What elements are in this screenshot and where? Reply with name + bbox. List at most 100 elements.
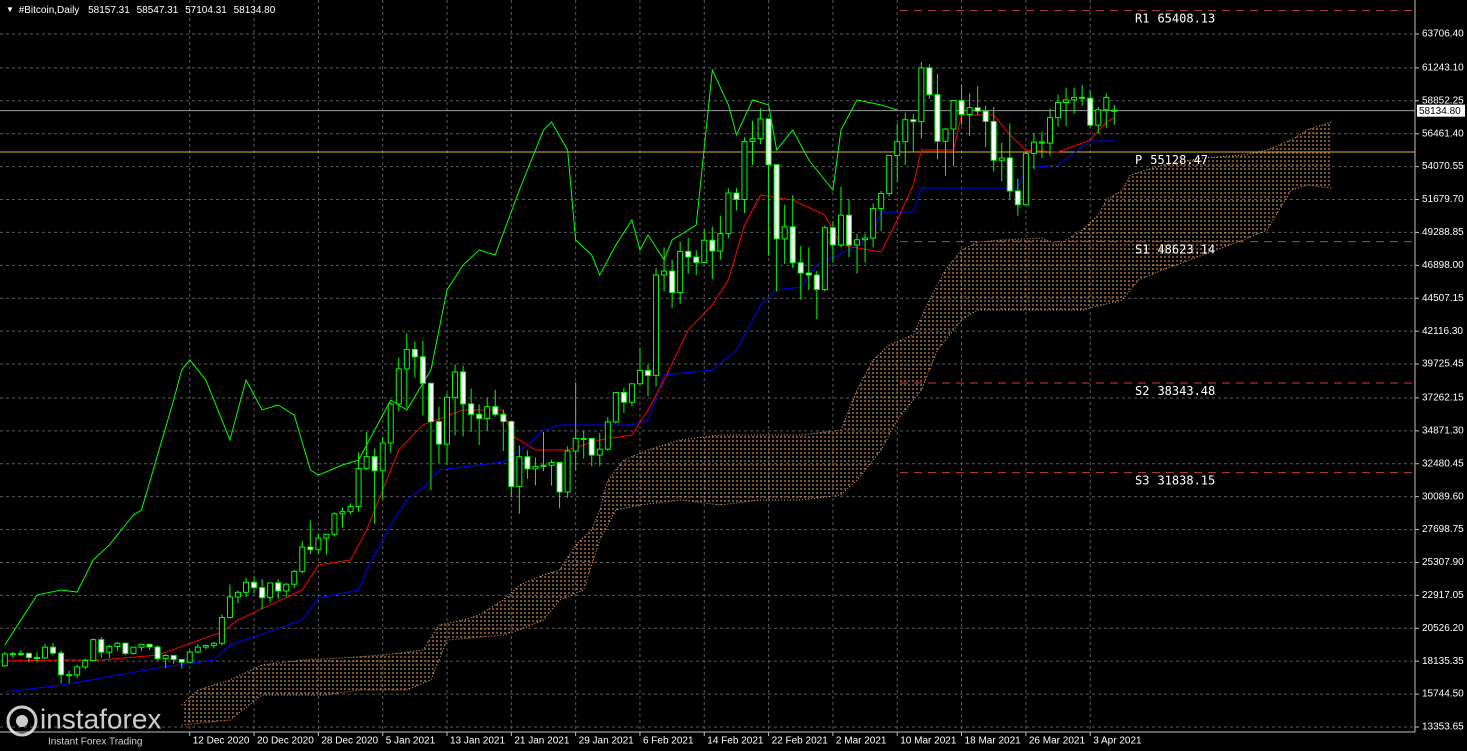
candle-body [9,653,16,656]
candle-body [17,652,24,655]
plot-area [0,10,1415,726]
y-tick-label: 46898.00 [1422,260,1464,271]
candle-body [146,643,153,648]
pivot-name: P [1135,153,1142,167]
candle-body [218,616,225,644]
candle-body [620,391,627,403]
candle-body [315,537,322,551]
candle-body [508,421,515,487]
candle-body [548,462,555,466]
candle-body [685,250,692,258]
candle-body [323,533,330,539]
candle-body [942,128,949,142]
candle-body [1095,109,1102,126]
candle-body [210,642,217,647]
candle-body [1071,96,1078,101]
candle-body [717,233,724,252]
candle-body [701,239,708,264]
candle-body [106,646,113,653]
x-tick-label: 28 Dec 2020 [321,736,378,747]
logo-dot [16,715,28,727]
candle-body [572,437,579,452]
open-value: 58157.31 [88,5,130,16]
candle-body [444,396,451,445]
x-tick-label: 18 Mar 2021 [965,736,1022,747]
candle-body [693,256,700,264]
candle-body [829,227,836,246]
y-tick-label: 54070.55 [1422,161,1464,172]
candle-body [596,448,603,456]
candle-body [741,141,748,201]
x-tick-label: 6 Feb 2021 [643,736,694,747]
y-tick-label: 22917.05 [1422,590,1464,601]
x-tick-label: 22 Feb 2021 [772,736,829,747]
x-tick-label: 13 Jan 2021 [450,736,505,747]
candle-body [178,658,185,663]
candle-body [33,657,40,660]
candle-body [98,639,105,653]
candle-body [998,157,1005,161]
candle-body [339,511,346,515]
candle-body [1079,96,1086,99]
candle-body [74,666,81,676]
candle-body [42,646,49,659]
candle-body [427,382,434,423]
y-tick-label: 56461.40 [1422,128,1464,139]
candle-body [1022,152,1029,206]
y-tick-label: 20526.20 [1422,623,1464,634]
pivot-label: S2 38343.48 [1135,384,1215,398]
pivot-label: S1 48623.14 [1135,242,1215,256]
x-tick-label: 12 Dec 2020 [193,736,250,747]
candle-body [645,369,652,376]
candle-body [661,270,668,276]
candle-body [556,462,563,493]
candle-body [371,456,378,472]
y-tick-label: 30089.60 [1422,491,1464,502]
logo-ring [6,705,38,737]
candle-body [460,371,467,405]
candle-body [66,674,73,677]
candle-body [604,421,611,450]
candle-body [468,403,475,415]
pivot-value: 65408.13 [1157,11,1215,25]
candle-body [291,570,298,585]
candle-body [725,192,732,235]
candle-body [636,369,643,385]
candle-body [974,107,981,112]
candle-body [259,587,266,599]
x-tick-label: 10 Mar 2021 [900,736,957,747]
cloud-upper-edge [181,121,1332,706]
candle-body [757,118,764,140]
kijun-line [4,140,1115,693]
x-tick-label: 29 Jan 2021 [579,736,634,747]
pivot-label: R1 65408.13 [1135,11,1215,25]
x-tick-label: 21 Jan 2021 [514,736,569,747]
candle-body [162,654,169,660]
chikou-line [4,68,898,646]
candle-body [797,262,804,274]
candle-body [773,164,780,240]
y-tick-label: 34871.30 [1422,425,1464,436]
candle-body [982,110,989,122]
candle-body [170,654,177,660]
watermark: instaforex Instant Forex Trading [6,703,161,748]
candle-body [194,646,201,653]
candle-body [1,653,8,667]
grid [0,0,1415,732]
candle-body [926,67,933,96]
candle-body [990,120,997,161]
candle-body [516,456,523,487]
candle-body [870,208,877,239]
candle-body [588,437,595,456]
candle-body [813,274,820,291]
candle-body [452,371,459,398]
candle-body [251,581,258,589]
y-tick-label: 27698.75 [1422,524,1464,535]
candle-body [500,413,507,423]
candle-body [283,583,290,592]
x-tick-label: 5 Jan 2021 [386,736,436,747]
candle-body [821,227,828,291]
x-tick-label: 2 Mar 2021 [836,736,887,747]
pivot-name: R1 [1135,11,1149,25]
